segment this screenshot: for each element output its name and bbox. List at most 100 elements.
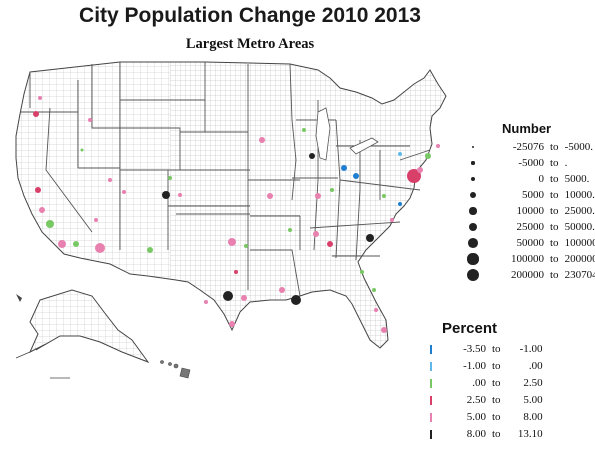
- legend-low: 0: [538, 173, 545, 185]
- legend-to: to: [550, 253, 559, 265]
- color-tick: [430, 429, 432, 439]
- color-tick: [430, 378, 432, 388]
- state-boundaries: [20, 62, 431, 297]
- size-dot: [470, 192, 476, 198]
- legend-low: 25000: [516, 221, 545, 233]
- size-dot: [467, 253, 479, 265]
- legend-high: 8.00: [523, 411, 543, 423]
- legend-low: .00: [472, 377, 486, 389]
- legend-high: .00: [528, 360, 543, 372]
- legend-low: -25076: [512, 141, 544, 153]
- legend-to: to: [492, 343, 501, 355]
- legend-row: -1.00 to .00: [420, 359, 543, 373]
- legend-symbol: [420, 344, 442, 354]
- legend-row: -3.50 to -1.00: [420, 342, 543, 356]
- legend-row: 10000 to 25000.: [462, 204, 595, 218]
- legend-low: 100000: [511, 253, 544, 265]
- lake-erie: [349, 137, 379, 155]
- legend-high: 2.50: [523, 377, 543, 389]
- legend-symbol: [462, 253, 484, 265]
- legend-row: 5000 to 10000.: [462, 188, 595, 202]
- legend-high: .: [564, 157, 568, 169]
- legend-to: to: [492, 428, 501, 440]
- hawaii: [160, 360, 191, 379]
- legend-high: 25000.: [564, 205, 595, 217]
- legend-symbol: [462, 161, 484, 165]
- legend-low: 200000: [511, 269, 544, 281]
- legend-row: 8.00 to 13.10: [420, 427, 543, 441]
- legend-high: 50000.: [564, 221, 595, 233]
- legend-row: 200000 to 230704.: [462, 268, 595, 282]
- legend-row: 5.00 to 8.00: [420, 410, 543, 424]
- legend-row: -25076 to -5000.: [462, 140, 593, 154]
- legend-row: 50000 to 100000.: [462, 236, 595, 250]
- legend-to: to: [550, 269, 559, 281]
- legend-symbol: [420, 395, 442, 405]
- legend-low: 5.00: [466, 411, 486, 423]
- legend-low: 8.00: [466, 428, 486, 440]
- size-dot: [471, 161, 475, 165]
- legend-row: -5000 to.: [462, 156, 567, 170]
- legend-symbol: [420, 429, 442, 439]
- color-tick: [430, 344, 432, 354]
- legend-row: 2.50 to 5.00: [420, 393, 543, 407]
- legend-high: 13.10: [517, 428, 543, 440]
- legend-symbol: [462, 222, 484, 232]
- legend-symbol: [420, 361, 442, 371]
- legend-high: -1.00: [519, 343, 543, 355]
- legend-high: 100000.: [564, 237, 595, 249]
- alaska: [15, 289, 150, 364]
- size-dot: [466, 268, 480, 282]
- legend-high: 200000.: [564, 253, 595, 265]
- color-tick: [430, 395, 432, 405]
- legend-high: 10000.: [564, 189, 595, 201]
- metro-markers: [33, 96, 440, 333]
- size-dot: [469, 207, 477, 215]
- legend-symbol: [420, 412, 442, 422]
- size-dot: [470, 176, 476, 182]
- color-tick: [430, 412, 432, 422]
- legend-row: .00 to 2.50: [420, 376, 543, 390]
- legend-symbol: [462, 268, 484, 282]
- percent-legend-heading: Percent: [442, 320, 498, 337]
- legend-row: 100000 to 200000.: [462, 252, 595, 266]
- legend-symbol: [462, 238, 484, 248]
- legend-symbol: [462, 176, 484, 182]
- size-dot: [472, 146, 474, 148]
- size-dot: [468, 222, 478, 232]
- legend-low: -3.50: [463, 343, 486, 355]
- legend-to: to: [492, 360, 501, 372]
- legend-low: 50000: [516, 237, 545, 249]
- legend-to: to: [550, 141, 559, 153]
- legend-to: to: [492, 394, 501, 406]
- legend-high: 5000.: [564, 173, 590, 185]
- lake-michigan: [315, 107, 331, 161]
- legend-to: to: [550, 189, 559, 201]
- legend-symbol: [420, 378, 442, 388]
- number-legend-heading: Number: [502, 121, 552, 136]
- legend-high: -5000.: [564, 141, 593, 153]
- legend-row: 25000 to 50000.: [462, 220, 595, 234]
- legend-symbol: [462, 192, 484, 198]
- legend-low: -5000: [518, 157, 544, 169]
- legend-low: -1.00: [463, 360, 486, 372]
- legend-to: to: [550, 237, 559, 249]
- legend-to: to: [550, 205, 559, 217]
- legend-symbol: [462, 207, 484, 215]
- legend-to: to: [550, 221, 559, 233]
- legend-low: 5000: [522, 189, 544, 201]
- map-subtitle: Largest Metro Areas: [185, 36, 315, 52]
- legend-to: to: [550, 157, 559, 169]
- legend-high: 230704.: [564, 269, 595, 281]
- legend-to: to: [550, 173, 559, 185]
- legend-symbol: [462, 146, 484, 148]
- color-tick: [430, 361, 432, 371]
- legend-low: 2.50: [466, 394, 486, 406]
- map-title: City Population Change 2010 2013: [79, 4, 421, 27]
- size-dot: [468, 238, 478, 248]
- legend-row: 0 to 5000.: [462, 172, 589, 186]
- legend-high: 5.00: [523, 394, 543, 406]
- legend-low: 10000: [516, 205, 545, 217]
- legend-to: to: [492, 411, 501, 423]
